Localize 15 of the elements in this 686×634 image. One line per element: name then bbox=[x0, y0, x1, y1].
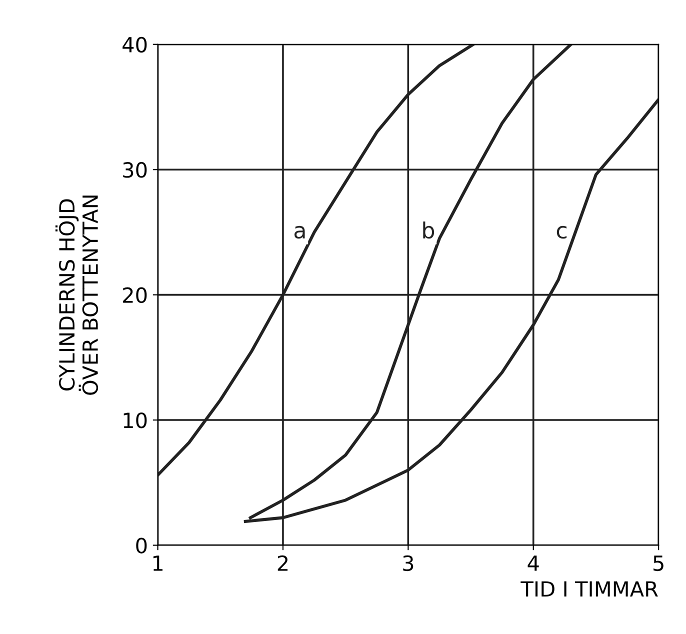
x-tick-label: 2 bbox=[278, 555, 288, 571]
series-label: c bbox=[556, 226, 567, 239]
y-tick-label: 30 bbox=[123, 162, 147, 178]
x-tick-label: 5 bbox=[654, 556, 664, 572]
x-tick-label: 3 bbox=[403, 555, 414, 572]
y-tick-label: 0 bbox=[136, 538, 147, 554]
x-tick-label: 4 bbox=[528, 556, 539, 571]
y-tick-label: 20 bbox=[123, 287, 147, 304]
series-label: b bbox=[423, 221, 434, 239]
y-tick-label: 40 bbox=[122, 36, 147, 53]
y-axis-title: CYLINDERNS HÖJD ÖVER BOTTENYTAN bbox=[55, 196, 98, 395]
y-tick-label: 10 bbox=[124, 412, 147, 428]
series-label: a bbox=[294, 226, 305, 239]
x-axis-title: TID I TIMMAR bbox=[520, 581, 658, 597]
x-tick-label: 1 bbox=[153, 556, 162, 571]
